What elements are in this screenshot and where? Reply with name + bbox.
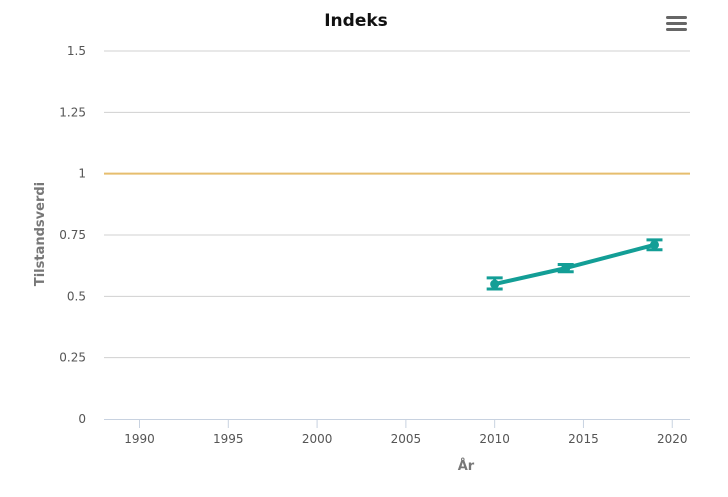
x-tick-label: 2005 [391,432,422,446]
x-axis [104,419,690,428]
chart-title: Indeks [324,11,388,31]
x-tick-label: 1990 [124,432,155,446]
data-point [490,279,500,289]
y-axis-tick-labels: 0 0.25 0.5 0.75 1 1.25 1.5 [59,44,86,426]
y-tick-label: 1 [78,167,86,181]
x-tick-label: 2015 [568,432,599,446]
x-axis-title: År [458,458,475,474]
x-axis-tick-labels: 1990 1995 2000 2005 2010 2015 2020 [124,432,687,446]
hamburger-menu-icon [666,16,687,31]
series-line [492,242,657,287]
x-tick-label: 2000 [302,432,333,446]
data-point [561,263,571,273]
x-tick-label: 2010 [479,432,510,446]
grid [104,50,690,359]
series [486,238,663,291]
y-tick-label: 1.5 [67,44,86,58]
x-tick-label: 1995 [213,432,244,446]
menu-button[interactable] [663,12,689,36]
y-tick-label: 0 [78,412,86,426]
y-axis-title: Tilstandsverdi [33,182,48,286]
y-tick-label: 0.75 [59,228,86,242]
y-tick-label: 0.25 [59,351,86,365]
data-point [649,240,659,250]
y-tick-label: 1.25 [59,105,86,119]
y-tick-label: 0.5 [67,289,86,303]
x-tick-label: 2020 [657,432,688,446]
